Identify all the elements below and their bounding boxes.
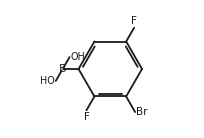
Text: B: B [59,64,67,74]
Text: OH: OH [70,52,85,62]
Text: HO: HO [40,76,55,86]
Text: F: F [83,112,89,122]
Text: Br: Br [136,107,147,117]
Text: F: F [131,16,137,26]
